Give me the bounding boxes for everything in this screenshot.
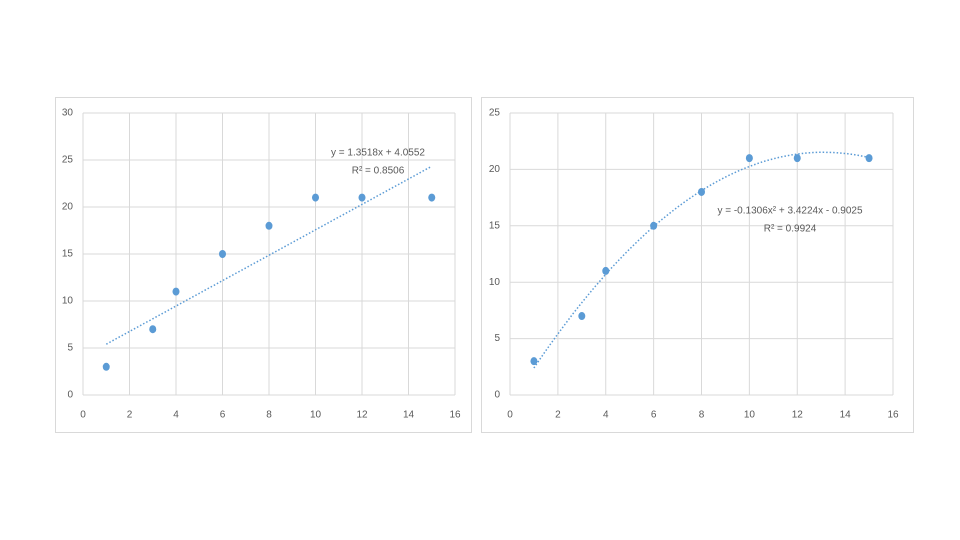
y-tick-label: 20 xyxy=(62,202,74,213)
y-tick-label: 10 xyxy=(489,277,501,288)
x-tick-label: 4 xyxy=(173,410,179,421)
x-tick-label: 2 xyxy=(555,410,561,421)
y-tick-label: 0 xyxy=(67,390,73,401)
point xyxy=(530,357,538,366)
y-tick-label: 25 xyxy=(489,108,501,119)
x-tick-label: 4 xyxy=(603,410,609,421)
point xyxy=(578,312,586,321)
x-tick-label: 10 xyxy=(744,410,756,421)
point xyxy=(312,193,319,202)
x-tick-label: 6 xyxy=(651,410,657,421)
y-tick-label: 15 xyxy=(489,220,501,231)
x-tick-label: 14 xyxy=(840,410,852,421)
y-tick-label: 0 xyxy=(494,390,500,401)
x-tick-label: 16 xyxy=(449,410,461,421)
point xyxy=(698,187,705,196)
chart-frame xyxy=(481,97,914,433)
x-tick-label: 0 xyxy=(507,410,513,421)
point xyxy=(219,250,226,258)
y-tick-label: 25 xyxy=(62,155,74,166)
point xyxy=(865,154,873,163)
x-tick-label: 0 xyxy=(80,410,86,421)
x-tick-label: 8 xyxy=(266,410,272,421)
point xyxy=(602,266,610,275)
y-tick-label: 20 xyxy=(489,164,501,175)
y-tick-label: 15 xyxy=(62,249,74,260)
x-tick-label: 8 xyxy=(699,410,705,421)
trendline-r-squared: R² = 0.8506 xyxy=(352,166,405,177)
trendline-equation: y = 1.3518x + 4.0552 xyxy=(331,148,425,159)
x-tick-label: 6 xyxy=(220,410,226,421)
x-tick-label: 16 xyxy=(887,410,899,421)
trendline-r-squared: R² = 0.9924 xyxy=(764,224,817,235)
point xyxy=(358,193,366,202)
x-tick-label: 12 xyxy=(792,410,804,421)
point xyxy=(428,193,436,202)
point xyxy=(793,154,801,163)
y-tick-label: 5 xyxy=(67,343,73,354)
point xyxy=(650,221,658,230)
x-tick-label: 12 xyxy=(356,410,368,421)
trendline xyxy=(105,165,433,345)
point xyxy=(102,362,110,371)
y-tick-label: 30 xyxy=(62,108,74,119)
trendline-equation: y = -0.1306x² + 3.4224x - 0.9025 xyxy=(717,206,863,217)
x-tick-label: 10 xyxy=(310,410,322,421)
point xyxy=(745,154,753,163)
chart-frame xyxy=(55,97,472,433)
point xyxy=(149,325,157,334)
x-tick-label: 14 xyxy=(403,410,415,421)
point xyxy=(172,287,180,296)
x-tick-label: 2 xyxy=(127,410,133,421)
y-tick-label: 5 xyxy=(494,333,500,344)
y-tick-label: 10 xyxy=(62,296,74,307)
point xyxy=(265,221,273,230)
